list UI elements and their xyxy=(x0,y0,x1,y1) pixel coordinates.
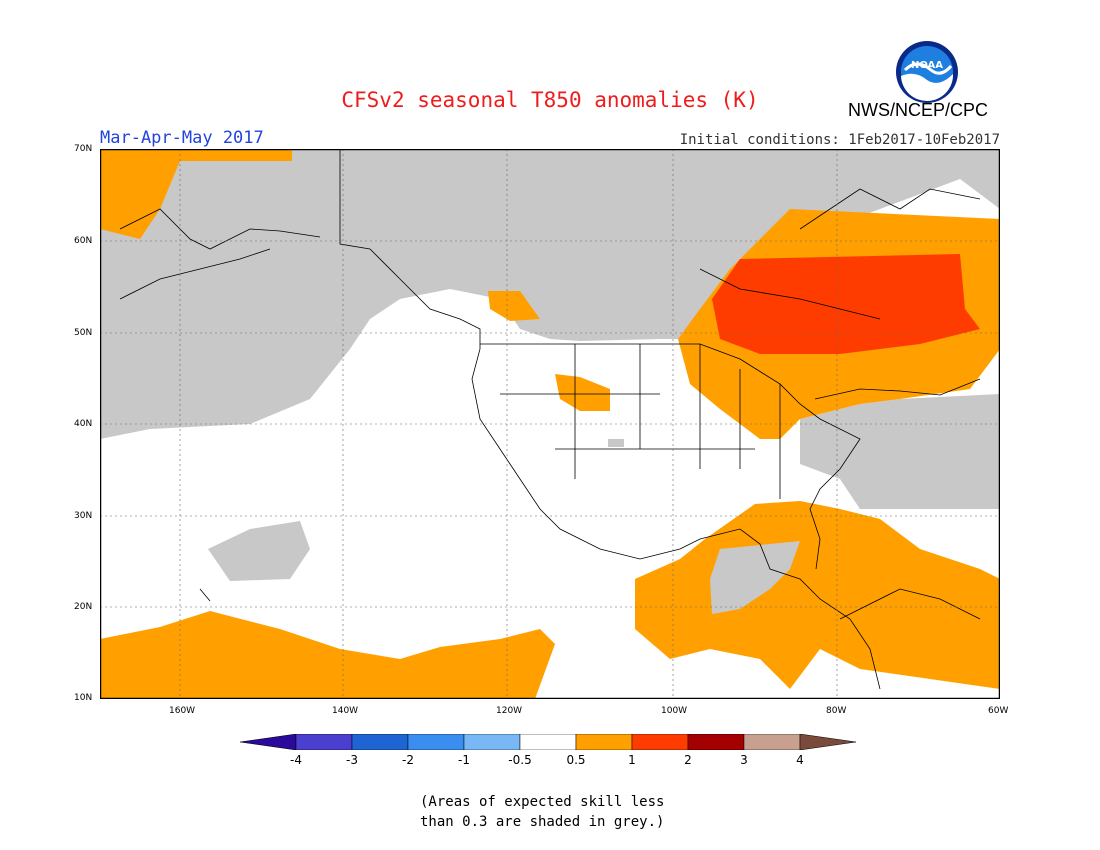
lon-label-140w: 140W xyxy=(332,706,359,716)
gulf-grey-mask xyxy=(710,541,800,614)
colorbar-label: 1 xyxy=(628,753,636,767)
colorbar-segment xyxy=(575,734,633,750)
initial-conditions-label: Initial conditions: 1Feb2017-10Feb2017 xyxy=(679,132,1000,148)
lat-label-50n: 50N xyxy=(74,328,93,338)
colorbar-segment xyxy=(407,734,465,750)
lon-label-80w: 80W xyxy=(826,706,847,716)
colorbar-segment xyxy=(463,734,521,750)
colorbar-segment xyxy=(519,734,577,750)
colorbar xyxy=(240,734,857,750)
colorbar-label: -3 xyxy=(346,753,358,767)
lon-label-100w: 100W xyxy=(661,706,688,716)
colorbar-label: 2 xyxy=(684,753,692,767)
colorbar-label: -4 xyxy=(290,753,302,767)
lon-label-60w: 60W xyxy=(988,706,1009,716)
lat-label-40n: 40N xyxy=(74,419,93,429)
colorbar-label: -2 xyxy=(402,753,414,767)
colorbar-label: 0.5 xyxy=(566,753,586,767)
anomaly-map xyxy=(100,149,1000,699)
footnote-line-2: than 0.3 are shaded in grey.) xyxy=(420,814,665,830)
red-anomaly-region xyxy=(712,254,980,354)
colorbar-label: -1 xyxy=(458,753,470,767)
agency-label: NWS/NCEP/CPC xyxy=(848,100,989,120)
graticule xyxy=(100,149,1000,699)
lat-label-10n: 10N xyxy=(74,693,93,703)
colorbar-label: 4 xyxy=(796,753,804,767)
footnote-line-1: (Areas of expected skill less xyxy=(420,794,665,810)
lat-label-20n: 20N xyxy=(74,602,93,612)
colorbar-arrow-low xyxy=(240,734,297,750)
colorbar-segment xyxy=(743,734,801,750)
colorbar-segment xyxy=(687,734,745,750)
noaa-logo-icon: NOAA xyxy=(896,41,958,103)
colorbar-arrow-high xyxy=(799,734,857,750)
period-label: Mar-Apr-May 2017 xyxy=(100,128,264,148)
map-frame xyxy=(100,149,1000,699)
lat-label-30n: 30N xyxy=(74,511,93,521)
colorbar-label: -0.5 xyxy=(508,753,532,767)
logo-text: NOAA xyxy=(911,60,943,71)
colorbar-segment xyxy=(351,734,409,750)
skill-footnote: (Areas of expected skill less than 0.3 a… xyxy=(420,792,770,832)
colorbar-segment xyxy=(295,734,353,750)
lon-label-160w: 160W xyxy=(169,706,196,716)
colorbar-label: 3 xyxy=(740,753,748,767)
lat-label-70n: 70N xyxy=(74,144,93,154)
colorbar-segment xyxy=(631,734,689,750)
chart-title: CFSv2 seasonal T850 anomalies (K) xyxy=(341,88,759,112)
lon-label-120w: 120W xyxy=(496,706,523,716)
lat-label-60n: 60N xyxy=(74,236,93,246)
